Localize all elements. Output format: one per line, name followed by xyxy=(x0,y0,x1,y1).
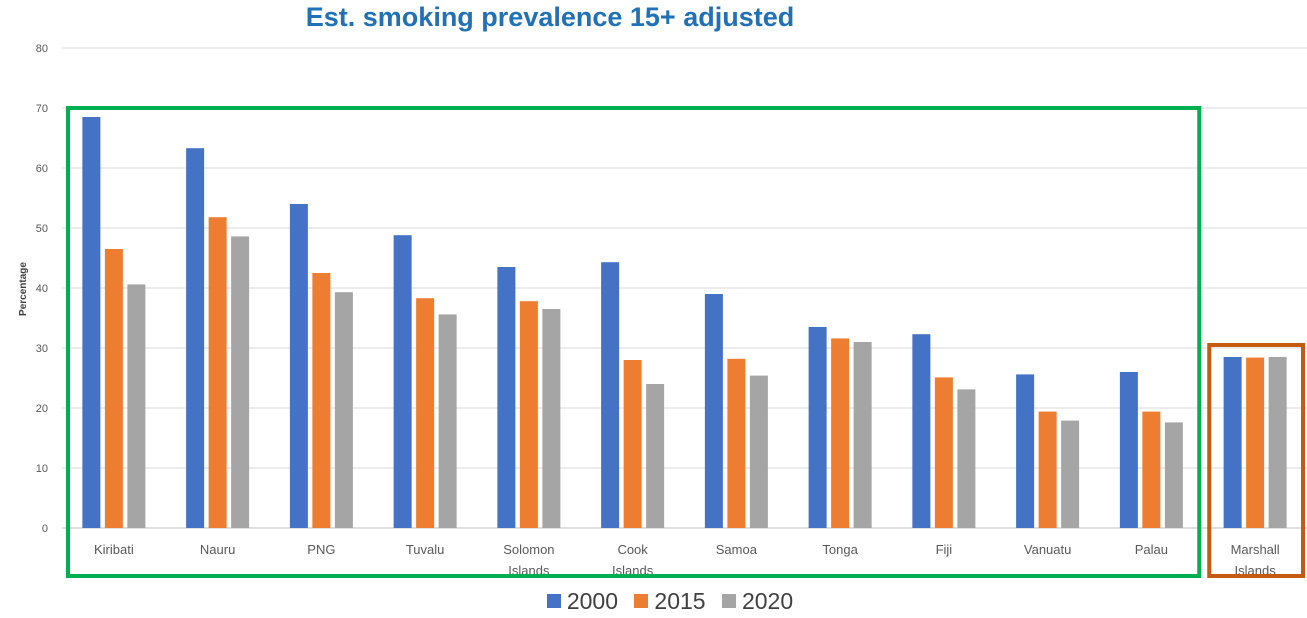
legend-item-2000: 2000 xyxy=(546,588,619,615)
y-tick-label: 10 xyxy=(36,463,48,475)
legend-swatch-2000 xyxy=(546,594,561,608)
x-tick-label: Vanuatu xyxy=(1024,542,1071,557)
legend-label-2000: 2000 xyxy=(566,588,619,614)
bar-2000 xyxy=(1119,372,1138,528)
y-tick-label: 40 xyxy=(36,283,48,295)
bar-2020 xyxy=(957,389,976,528)
bar-2000 xyxy=(82,117,101,528)
bar-2015 xyxy=(623,360,642,528)
legend-item-2020: 2020 xyxy=(721,588,794,615)
bar-2020 xyxy=(231,236,250,528)
bar-2020 xyxy=(127,284,146,528)
bar-2000 xyxy=(497,267,516,528)
x-tick-label: PNG xyxy=(307,542,335,557)
bar-2015 xyxy=(934,377,953,528)
highlight-boxes xyxy=(66,106,1305,578)
bar-2015 xyxy=(727,358,746,528)
x-tick-label: Samoa xyxy=(716,542,758,557)
legend-label-2020: 2020 xyxy=(741,588,794,614)
y-tick-label: 0 xyxy=(42,523,48,535)
legend-item-2015: 2015 xyxy=(634,588,706,615)
y-tick-label: 80 xyxy=(36,43,48,55)
bar-2020 xyxy=(542,309,561,528)
legend-label-2015: 2015 xyxy=(654,588,706,614)
bar-2000 xyxy=(1223,357,1242,528)
bar-2000 xyxy=(1016,374,1035,528)
bar-2015 xyxy=(312,273,331,528)
y-tick-label: 30 xyxy=(36,343,48,355)
x-tick-label: Tuvalu xyxy=(406,542,445,557)
y-tick-label: 60 xyxy=(36,163,48,175)
legend: 2000 2015 2020 xyxy=(0,588,1307,615)
bar-2000 xyxy=(393,235,412,528)
bar-2020 xyxy=(1268,357,1287,528)
bar-2015 xyxy=(1142,411,1161,528)
bar-2020 xyxy=(646,384,665,528)
y-axis-ticks: 0 10 20 30 40 50 60 70 80 xyxy=(36,43,48,535)
bars xyxy=(82,117,1287,528)
bar-2000 xyxy=(601,262,620,528)
bar-2020 xyxy=(749,375,768,528)
bar-2000 xyxy=(289,204,308,528)
x-tick-label: Palau xyxy=(1135,542,1168,557)
x-tick-label: Fiji xyxy=(936,542,953,557)
x-axis-labels: Kiribati Nauru PNG Tuvalu Solomon Islands Cook… xyxy=(94,542,1280,578)
x-tick-label: Cook Islands xyxy=(612,542,654,578)
legend-swatch-2015 xyxy=(634,594,649,608)
y-tick-label: 20 xyxy=(36,403,48,415)
bar-2015 xyxy=(416,298,435,528)
bar-2015 xyxy=(104,249,123,528)
bar-2000 xyxy=(912,334,931,528)
bar-2015 xyxy=(831,338,850,528)
bar-2015 xyxy=(1038,411,1057,528)
highlight-box-2 xyxy=(1207,343,1305,578)
bar-2020 xyxy=(1164,422,1183,528)
bar-2015 xyxy=(1246,357,1265,528)
chart-title: Est. smoking prevalence 15+ adjusted xyxy=(305,2,795,32)
y-axis-label: Percentage xyxy=(18,262,29,316)
bar-2000 xyxy=(808,327,827,528)
x-tick-label: Tonga xyxy=(822,542,858,557)
highlight-box-1 xyxy=(66,106,1202,578)
bar-2000 xyxy=(186,148,205,528)
legend-swatch-2020 xyxy=(721,594,736,608)
x-tick-label: Marshall Islands xyxy=(1231,542,1280,578)
y-tick-label: 70 xyxy=(36,103,48,115)
bar-2015 xyxy=(519,301,538,528)
bar-2020 xyxy=(334,292,353,528)
bar-2020 xyxy=(853,342,872,528)
bar-2020 xyxy=(1061,420,1080,528)
x-tick-label: Kiribati xyxy=(94,542,134,557)
bar-2000 xyxy=(704,294,723,528)
x-tick-label: Nauru xyxy=(200,542,235,557)
x-tick-label: Solomon Islands xyxy=(503,542,554,578)
bar-2015 xyxy=(208,217,227,528)
y-tick-label: 50 xyxy=(36,223,48,235)
bar-2020 xyxy=(438,314,457,528)
